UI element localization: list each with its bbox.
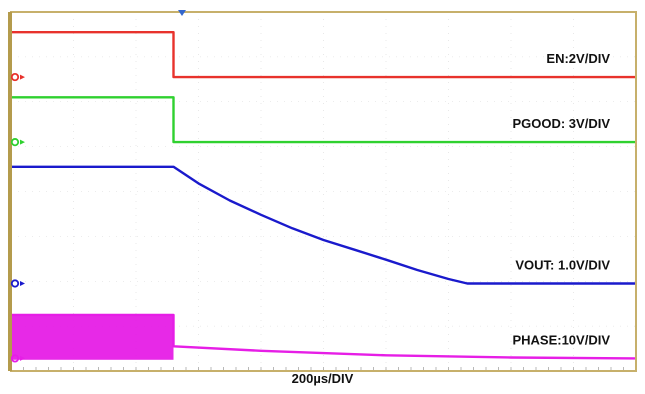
vout-ground-marker [10, 279, 20, 288]
plot-background [11, 12, 636, 371]
vout-channel-label: VOUT: 1.0V/DIV [515, 257, 610, 272]
channel-markers [10, 72, 25, 363]
vout-ground-arrow [20, 280, 25, 286]
trigger-position-marker [178, 10, 186, 16]
vout-trace [11, 165, 636, 285]
phase-trace [11, 313, 637, 360]
timebase-label: 200µs/DIV [291, 371, 354, 386]
channel-labels: EN:2V/DIV PGOOD: 3V/DIV VOUT: 1.0V/DIV PHAS… [512, 51, 610, 347]
en-ground-arrow [20, 74, 25, 80]
phase-ground-arrow [20, 355, 25, 361]
pgood-ground-marker [10, 138, 20, 147]
en-ground-marker [10, 72, 20, 82]
pgood-ground-arrow [20, 139, 25, 145]
phase-switching-band [11, 314, 174, 360]
phase-ground-marker [10, 354, 20, 363]
phase-channel-label: PHASE:10V/DIV [512, 332, 610, 347]
scope-traces [11, 31, 637, 360]
en-channel-label: EN:2V/DIV [546, 51, 610, 66]
pgood-channel-label: PGOOD: 3V/DIV [512, 116, 610, 131]
pgood-trace [11, 96, 636, 144]
en-trace [11, 31, 636, 79]
left-frame-edge [8, 12, 12, 371]
